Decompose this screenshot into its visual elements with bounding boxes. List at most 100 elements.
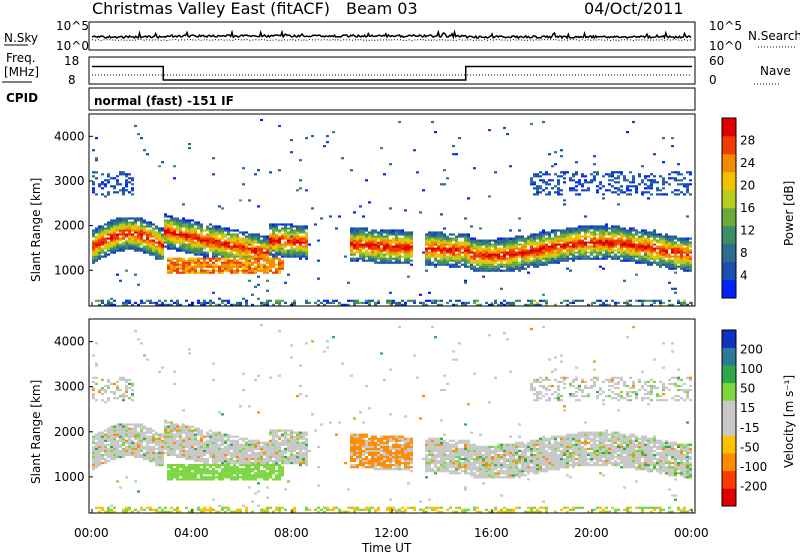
- power-cell: [545, 249, 548, 252]
- velocity-cell: [152, 449, 155, 452]
- power-cell: [188, 265, 191, 268]
- power-cell: [203, 241, 206, 244]
- power-cell: [623, 179, 626, 182]
- velocity-cell: [164, 435, 167, 438]
- power-cell: [131, 183, 134, 186]
- velocity-cell: [206, 464, 209, 467]
- power-cell: [563, 247, 566, 250]
- power-cell: [407, 257, 410, 260]
- power-cell: [665, 251, 668, 254]
- power-cell: [287, 249, 290, 252]
- power-cell: [281, 243, 284, 246]
- power-cell: [434, 239, 437, 242]
- velocity-cell: [248, 405, 251, 408]
- power-cell: [374, 237, 377, 240]
- power-cell: [203, 255, 206, 258]
- power-cell: [449, 263, 452, 266]
- power-cell: [287, 253, 290, 256]
- power-cell: [179, 219, 182, 222]
- power-cell: [146, 225, 149, 228]
- velocity-cell: [176, 466, 179, 469]
- velocity-cell: [128, 382, 131, 385]
- power-cell: [539, 175, 542, 178]
- power-cell: [386, 249, 389, 252]
- power-cell: [602, 267, 605, 270]
- power-cell: [380, 261, 383, 264]
- power-cell: [263, 245, 266, 248]
- power-cell: [380, 147, 383, 150]
- power-cell: [296, 231, 299, 234]
- power-cell: [185, 239, 188, 242]
- power-cell: [647, 255, 650, 258]
- power-cell: [386, 261, 389, 264]
- velocity-cell: [164, 439, 167, 442]
- power-cell: [530, 181, 533, 184]
- power-cell: [617, 189, 620, 192]
- power-cell: [662, 241, 665, 244]
- power-cell: [188, 257, 191, 260]
- power-cell: [557, 237, 560, 240]
- velocity-cell: [230, 510, 233, 513]
- power-cell: [635, 191, 638, 194]
- power-cell: [128, 247, 131, 250]
- power-cell: [263, 263, 266, 266]
- power-cell: [212, 265, 215, 268]
- power-cell: [449, 255, 452, 258]
- velocity-cell: [95, 451, 98, 455]
- power-cell: [170, 241, 173, 244]
- power-cell: [563, 237, 566, 240]
- power-cell: [200, 265, 203, 268]
- velocity-cell: [98, 443, 101, 446]
- power-cell: [635, 273, 638, 276]
- velocity-cell: [212, 453, 215, 457]
- power-cell: [689, 257, 692, 260]
- power-cell: [515, 237, 518, 240]
- velocity-cell: [200, 453, 203, 457]
- power-cell: [116, 223, 119, 226]
- power-cell: [182, 217, 185, 220]
- velocity-cell: [212, 362, 215, 365]
- velocity-cell: [254, 455, 257, 459]
- power-cell: [185, 231, 188, 234]
- power-cell: [671, 267, 674, 270]
- power-cell: [179, 259, 182, 262]
- power-cell: [590, 237, 593, 240]
- power-cell: [599, 227, 602, 230]
- power-cell: [290, 223, 293, 226]
- power-cell: [119, 279, 122, 282]
- velocity-cell: [212, 472, 215, 475]
- power-cell: [650, 253, 653, 256]
- velocity-cell: [125, 476, 128, 479]
- power-cell: [206, 257, 209, 260]
- velocity-cell: [203, 478, 206, 481]
- power-cell: [680, 239, 683, 242]
- power-cell: [218, 269, 221, 272]
- power-cell: [440, 233, 443, 236]
- velocity-cell: [221, 474, 224, 477]
- power-cell: [230, 263, 233, 266]
- velocity-cell: [179, 449, 182, 452]
- power-cell: [101, 227, 104, 230]
- power-cell: [188, 249, 191, 252]
- power-cell: [653, 255, 656, 258]
- power-cell: [566, 249, 569, 252]
- power-cell: [92, 243, 95, 246]
- velocity-cell: [119, 425, 122, 428]
- velocity-cell: [101, 462, 104, 465]
- power-cell: [566, 237, 569, 240]
- power-cell: [230, 229, 233, 232]
- power-cell: [479, 241, 482, 244]
- power-cell: [374, 251, 377, 254]
- velocity-cell: [179, 472, 182, 475]
- velocity-cell: [134, 427, 137, 430]
- power-cell: [113, 219, 116, 222]
- power-cell: [404, 261, 407, 264]
- power-cell: [224, 255, 227, 258]
- power-cell: [269, 227, 272, 230]
- power-cell: [155, 235, 158, 238]
- power-cell: [401, 247, 404, 250]
- power-cell: [437, 233, 440, 236]
- power-cell: [578, 247, 581, 250]
- velocity-cell: [101, 437, 104, 440]
- velocity-cell: [170, 478, 173, 481]
